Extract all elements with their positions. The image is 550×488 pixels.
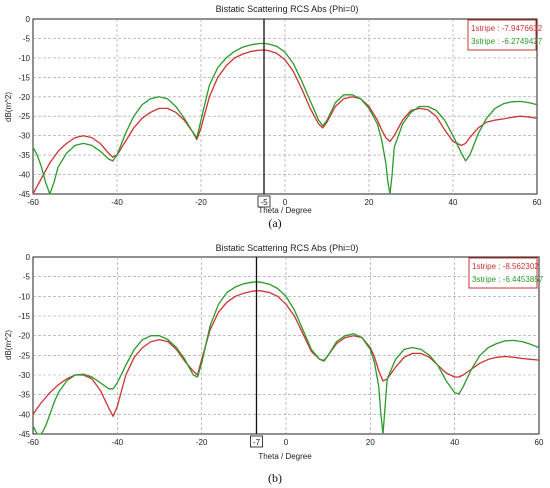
chart-a-x-tick-label: 20 [365,198,374,207]
chart-a-y-tick-label: 0 [26,15,31,24]
chart-b-cursor-label: -7 [253,438,261,447]
chart-a-grid [33,19,537,194]
chart-b-y-tick-label: -25 [18,351,30,360]
chart-b-y-label: dB(m^2) [4,330,13,360]
chart-a-y-tick-label: -45 [18,190,30,199]
chart-b-x-ticks: -60 -40 -20 0 20 40 60 [27,438,544,447]
chart-a-y-tick-label: -30 [18,132,30,141]
chart-b-y-tick-label: -20 [18,332,30,341]
chart-b-series-1stripe [32,290,540,417]
chart-b-series [32,281,540,435]
chart-a-title: Bistatic Scattering RCS Abs (Phi=0) [216,4,359,14]
chart-a-x-tick-label: 0 [283,198,288,207]
chart-a-x-ticks: -60 -40 -20 0 20 40 60 [27,198,542,207]
chart-a-x-tick-label: -40 [111,198,123,207]
chart-a-y-tick-label: -25 [18,112,30,121]
chart-a-legend-1stripe: 1stripe : -7.9476632 [471,24,543,33]
chart-a-x-tick-label: -20 [195,198,207,207]
chart-b-y-tick-label: -30 [18,371,30,380]
chart-a-y-tick-label: -10 [18,54,30,63]
chart-a-y-tick-label: -20 [18,93,30,102]
chart-a-caption: (a) [268,216,281,230]
chart-a-legend-box [467,19,537,51]
chart-a-y-tick-label: -15 [18,73,30,82]
chart-b-legend-box [468,257,538,289]
chart-b-x-tick-label: 20 [366,438,375,447]
chart-a-y-ticks: 0 -5 -10 -15 -20 -25 -30 -35 -40 -45 [18,15,30,199]
chart-a-x-tick-label: 40 [449,198,458,207]
chart-b-y-tick-label: -40 [18,410,30,419]
chart-b-x-tick-label: 0 [284,438,289,447]
chart-a-legend: 1stripe : -7.9476632 3stripe : -6.274942… [467,19,543,51]
chart-b-y-tick-label: -5 [23,273,31,282]
chart-a-x-label: Theta / Degree [258,206,312,215]
chart-panel-a: Bistatic Scattering RCS Abs (Phi=0) 0-5-… [4,4,543,230]
chart-a-y-label: dB(m^2) [4,92,13,122]
chart-b-x-tick-label: 40 [450,438,459,447]
chart-b-legend: 1stripe : -8.562302 3stripe : -6.4453857 [468,257,544,289]
chart-b-x-label: Theta / Degree [258,452,312,461]
chart-b-y-tick-label: -15 [18,312,30,321]
chart-b-title: Bistatic Scattering RCS Abs (Phi=0) [216,243,359,253]
chart-b-y-tick-label: -10 [18,292,30,301]
chart-b-cursor-label-box [250,435,263,448]
chart-b-legend-3stripe: 3stripe : -6.4453857 [472,275,544,284]
chart-b-y-tick-label: -35 [18,391,30,400]
chart-b-caption: (b) [268,471,282,485]
chart-a-cursor-label: -5 [260,198,268,207]
chart-panel-b: Bistatic Scattering RCS Abs (Phi=0) 0 -5 -… [4,243,544,485]
chart-b-y-tick-label: 0 [26,253,31,262]
chart-b-x-tick-label: 60 [535,438,544,447]
chart-b-y-ticks: 0 -5 -10 -15 -20 -25 -30 -35 -40 -45 [18,253,30,439]
chart-b-x-tick-label: -60 [27,438,39,447]
chart-b-x-tick-label: -20 [196,438,208,447]
chart-b-series-3stripe [32,281,540,435]
chart-a-series-3stripe [32,42,538,195]
chart-a-cursor-label-box [257,195,271,208]
chart-b-x-tick-label: -40 [112,438,124,447]
chart-b-y-tick-label: -45 [18,430,30,439]
chart-a-x-tick-label: 60 [533,198,542,207]
chart-a-series [32,42,538,195]
chart-a-y-tick-label: -5 [23,34,31,43]
chart-a-y-tick-label: -35 [18,151,30,160]
chart-b-legend-1stripe: 1stripe : -8.562302 [472,262,539,271]
chart-a-y-tick-label: -40 [18,171,30,180]
chart-a-x-tick-label: -60 [27,198,39,207]
chart-a-legend-3stripe: 3stripe : -6.2749427 [471,37,543,46]
